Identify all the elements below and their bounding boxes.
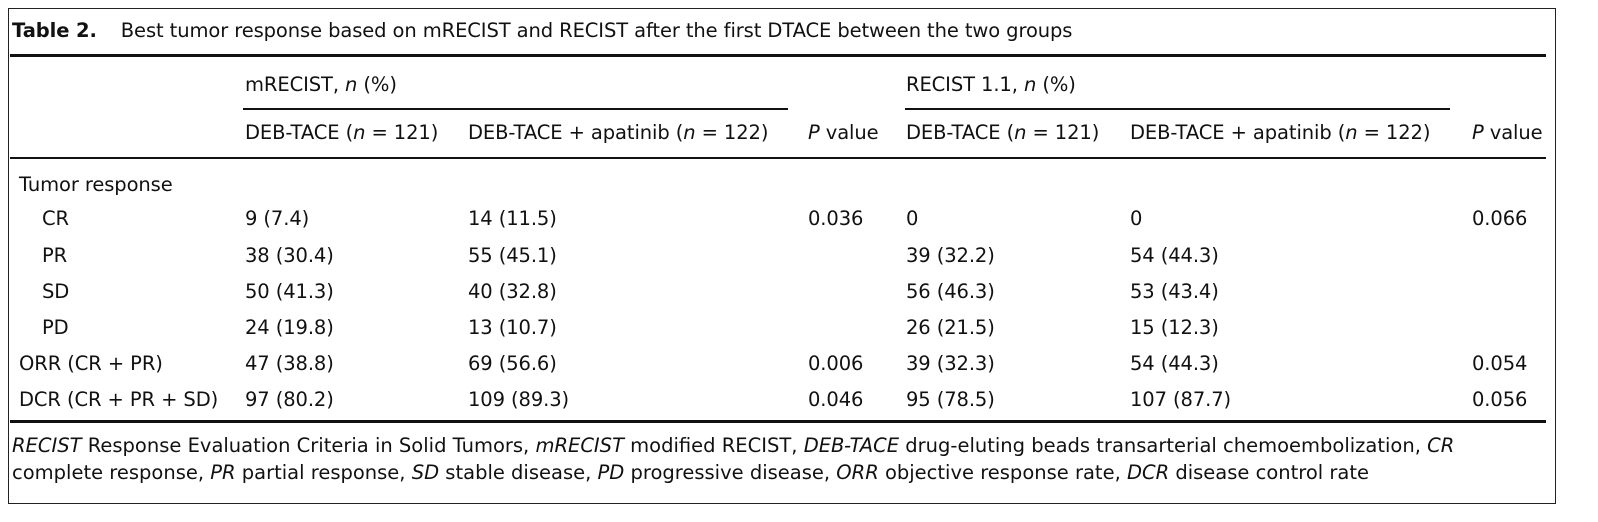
group-header-suffix: (%) bbox=[363, 73, 397, 96]
table-cell: 95 (78.5) bbox=[906, 388, 995, 411]
table-cell: 0.066 bbox=[1472, 207, 1528, 230]
footnote-abbreviation: mRECIST bbox=[535, 434, 624, 457]
footnote-definition: partial response, bbox=[235, 461, 412, 484]
group-header-name: mRECIST bbox=[245, 73, 333, 96]
table-cell: 40 (32.8) bbox=[468, 280, 557, 303]
table-cell: 0.054 bbox=[1472, 352, 1528, 375]
footnote-abbreviation: DEB-TACE bbox=[803, 434, 900, 457]
table-cell: 54 (44.3) bbox=[1130, 352, 1219, 375]
footnote-definition: stable disease, bbox=[439, 461, 598, 484]
table-cell: 39 (32.3) bbox=[906, 352, 995, 375]
table-cell: 55 (45.1) bbox=[468, 244, 557, 267]
footnote-definition: complete response, bbox=[12, 461, 211, 484]
table-cell: 38 (30.4) bbox=[245, 244, 334, 267]
group-header-n: n bbox=[1023, 73, 1037, 96]
table-cell: 53 (43.4) bbox=[1130, 280, 1219, 303]
group-header-n: n bbox=[345, 73, 358, 96]
column-header: DEB-TACE (n = 121) bbox=[906, 121, 1100, 144]
footnote-definition: objective response rate, bbox=[878, 461, 1127, 484]
row-label: PD bbox=[42, 316, 69, 339]
footnote-definition: Response Evaluation Criteria in Solid Tu… bbox=[81, 434, 536, 457]
table-frame bbox=[8, 8, 1556, 504]
footnote-definition: modified RECIST, bbox=[623, 434, 804, 457]
table-label: Table 2. bbox=[12, 19, 97, 42]
table-cell: 47 (38.8) bbox=[245, 352, 334, 375]
top-rule bbox=[10, 54, 1546, 57]
row-label: ORR (CR + PR) bbox=[19, 352, 163, 375]
row-label: CR bbox=[42, 207, 69, 230]
footnote-definition: progressive disease, bbox=[624, 461, 837, 484]
row-label: DCR (CR + PR + SD) bbox=[19, 388, 219, 411]
table-cell: 69 (56.6) bbox=[468, 352, 557, 375]
table-cell: 109 (89.3) bbox=[468, 388, 570, 411]
section-label: Tumor response bbox=[19, 173, 173, 196]
column-header: P value bbox=[808, 121, 879, 144]
table-cell: 56 (46.3) bbox=[906, 280, 995, 303]
group-header-suffix: (%) bbox=[1042, 73, 1076, 96]
column-header: DEB-TACE + apatinib (n = 122) bbox=[1130, 121, 1431, 144]
table-cell: 0.036 bbox=[808, 207, 864, 230]
table-footnote: RECIST Response Evaluation Criteria in S… bbox=[12, 432, 1542, 486]
column-header: DEB-TACE (n = 121) bbox=[245, 121, 439, 144]
footnote-abbreviation: DCR bbox=[1126, 461, 1170, 484]
footnote-abbreviation: SD bbox=[411, 461, 440, 484]
column-header: DEB-TACE + apatinib (n = 122) bbox=[468, 121, 769, 144]
footnote-abbreviation: PR bbox=[210, 461, 236, 484]
row-label: PR bbox=[42, 244, 68, 267]
footnote-definition: disease control rate bbox=[1169, 461, 1370, 484]
footnote-abbreviation: RECIST bbox=[12, 434, 82, 457]
table-cell: 15 (12.3) bbox=[1130, 316, 1219, 339]
footnote-abbreviation: ORR bbox=[836, 461, 879, 484]
footnote-abbreviation: CR bbox=[1427, 434, 1455, 457]
header-bottom-rule bbox=[10, 157, 1546, 159]
footnote-abbreviation: PD bbox=[597, 461, 625, 484]
table-title: Table 2. Best tumor response based on mRE… bbox=[12, 21, 1072, 41]
table-cell: 50 (41.3) bbox=[245, 280, 334, 303]
table-cell: 0.006 bbox=[808, 352, 864, 375]
group-header-mrecist: mRECIST, n (%) bbox=[245, 73, 397, 96]
row-label: SD bbox=[42, 280, 70, 303]
table-cell: 39 (32.2) bbox=[906, 244, 995, 267]
group-header-recist: RECIST 1.1, n (%) bbox=[906, 73, 1076, 96]
column-header: P value bbox=[1472, 121, 1543, 144]
table-cell: 0 bbox=[1130, 207, 1143, 230]
table-cell: 0 bbox=[906, 207, 919, 230]
table-cell: 0.046 bbox=[808, 388, 864, 411]
group-rule-mrecist bbox=[243, 108, 788, 110]
table-cell: 24 (19.8) bbox=[245, 316, 334, 339]
table-cell: 54 (44.3) bbox=[1130, 244, 1219, 267]
table-cell: 9 (7.4) bbox=[245, 207, 310, 230]
table-cell: 0.056 bbox=[1472, 388, 1528, 411]
table-caption: Best tumor response based on mRECIST and… bbox=[120, 19, 1073, 42]
table-cell: 97 (80.2) bbox=[245, 388, 334, 411]
table-cell: 14 (11.5) bbox=[468, 207, 557, 230]
table-cell: 13 (10.7) bbox=[468, 316, 557, 339]
footnote-definition: drug-eluting beads transarterial chemoem… bbox=[899, 434, 1428, 457]
table-cell: 107 (87.7) bbox=[1130, 388, 1232, 411]
bottom-rule bbox=[10, 420, 1546, 423]
group-rule-recist bbox=[905, 108, 1450, 110]
group-header-name: RECIST 1.1 bbox=[906, 73, 1012, 96]
table-cell: 26 (21.5) bbox=[906, 316, 995, 339]
